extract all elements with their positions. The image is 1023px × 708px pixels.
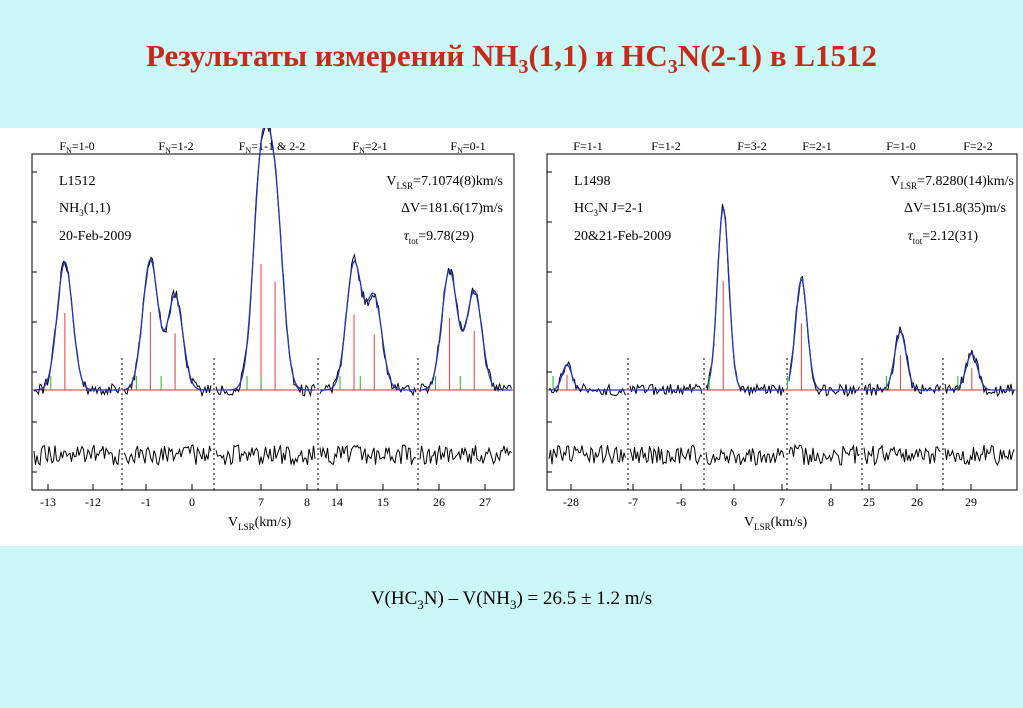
hc3n-tick-label-2-1: 7 [779, 495, 785, 509]
nh3-observed-spectrum-0 [33, 260, 120, 396]
nh3-tick-label-3-0: 14 [331, 495, 343, 509]
nh3-residual-2 [215, 444, 316, 467]
left-vlsr: VLSR=7.1074(8)km/s [386, 174, 503, 191]
hc3n-observed-spectrum-2 [705, 203, 785, 396]
nh3-residual-0 [33, 444, 120, 467]
hc3n-group-label-3: F=2-1 [802, 139, 831, 153]
nh3-spectrum-layer: FN=1-0 -13 -12 FN=1-2 -1 0 FN=1-1 & 2-2 7 8 FN=2-… [32, 128, 514, 509]
hc3n-tick-label-2-0: 6 [731, 495, 737, 509]
nh3-fit-curve-2 [216, 128, 315, 391]
left-dv: ΔV=181.6(17)m/s [401, 201, 503, 216]
hc3n-group-label-1: F=1-2 [651, 139, 680, 153]
hc3n-tick-label-0-0: -28 [563, 495, 579, 509]
right-x-axis-label: VLSR(km/s) [744, 515, 808, 532]
hc3n-fit-curve-4 [864, 330, 941, 391]
nh3-observed-spectrum-2 [215, 128, 316, 398]
nh3-tick-label-0-1: -12 [85, 495, 101, 509]
hc3n-spectrum-layer: F=1-1 -28 F=1-2 -7 -6 F=3-2 6 7 F=2-1 8 F=1-0 25 26 F… [547, 139, 1017, 509]
hc3n-group-label-0: F=1-1 [573, 139, 602, 153]
hc3n-observed-spectrum-3 [788, 275, 860, 398]
nh3-tick-label-2-1: 8 [304, 495, 310, 509]
nh3-fit-curve-3 [320, 259, 416, 391]
nh3-group-label-3: FN=2-1 [352, 139, 387, 155]
hc3n-tick-label-4-0: 25 [863, 495, 875, 509]
hc3n-observed-spectrum-5 [944, 349, 1015, 397]
nh3-residual-1 [123, 444, 212, 466]
hc3n-residual-3 [788, 443, 860, 466]
nh3-tick-label-2-0: 7 [258, 495, 264, 509]
nh3-tick-label-4-0: 26 [433, 495, 445, 509]
velocity-difference-formula: V(HC3N) – V(NH3) = 26.5 ± 1.2 m/s [370, 588, 653, 612]
right-tau: τtot=2.12(31) [908, 229, 979, 246]
nh3-group-label-4: FN=0-1 [450, 139, 485, 155]
left-tau: τtot=9.78(29) [404, 229, 475, 246]
hc3n-residual-2 [705, 448, 785, 466]
left-date: 20-Feb-2009 [59, 229, 131, 244]
hc3n-group-label-4: F=1-0 [886, 139, 915, 153]
nh3-tick-label-0-0: -13 [40, 495, 56, 509]
left-source-name: L1512 [59, 174, 96, 189]
hc3n-residual-0 [548, 444, 626, 465]
nh3-group-label-2: FN=1-1 & 2-2 [239, 139, 306, 155]
hc3n-tick-label-1-1: -6 [676, 495, 686, 509]
hc3n-fit-curve-5 [945, 352, 1014, 391]
right-source-name: L1498 [574, 174, 611, 189]
nh3-tick-label-1-0: -1 [141, 495, 151, 509]
right-line-name: HC3N J=2-1 [574, 201, 644, 218]
hc3n-fit-curve-3 [788, 277, 860, 391]
nh3-fit-curve-0 [33, 261, 120, 391]
hc3n-residual-4 [863, 444, 941, 466]
hc3n-tick-label-1-0: -7 [628, 495, 638, 509]
nh3-group-label-1: FN=1-2 [158, 139, 193, 155]
nh3-group-label-0: FN=1-0 [59, 139, 94, 155]
nh3-tick-label-3-1: 15 [377, 495, 389, 509]
nh3-tick-label-1-1: 0 [189, 495, 195, 509]
nh3-residual-3 [319, 444, 417, 465]
left-x-axis-label: VLSR(km/s) [228, 515, 292, 532]
right-dv: ΔV=151.8(35)m/s [904, 201, 1006, 216]
nh3-observed-spectrum-1 [123, 256, 212, 398]
right-date: 20&21-Feb-2009 [574, 229, 671, 244]
right-vlsr: VLSR=7.8280(14)km/s [890, 174, 1014, 191]
nh3-fit-curve-4 [420, 268, 512, 391]
hc3n-fit-curve-0 [548, 363, 626, 391]
hc3n-tick-label-5-0: 29 [965, 495, 977, 509]
hc3n-tick-label-3-0: 8 [828, 495, 834, 509]
nh3-observed-spectrum-3 [319, 253, 417, 397]
hc3n-residual-1 [629, 444, 703, 465]
spectra-svg: FN=1-0 -13 -12 FN=1-2 -1 0 FN=1-1 & 2-2 7 8 FN=2-… [31, 128, 1018, 532]
hc3n-group-label-5: F=2-2 [963, 139, 992, 153]
hc3n-group-label-2: F=3-2 [737, 139, 766, 153]
nh3-tick-label-4-1: 27 [479, 495, 491, 509]
hc3n-fit-curve-2 [705, 208, 784, 391]
hc3n-residual-5 [944, 444, 1015, 467]
nh3-fit-curve-1 [123, 258, 211, 391]
hc3n-observed-spectrum-1 [629, 383, 703, 396]
left-line-name: NH3(1,1) [59, 201, 111, 218]
slide-title: Результаты измерений NH3(1,1) и HC3N(2-1… [145, 38, 878, 79]
nh3-residual-4 [419, 445, 512, 465]
hc3n-tick-label-4-1: 26 [911, 495, 923, 509]
spectra-figure: FN=1-0 -13 -12 FN=1-2 -1 0 FN=1-1 & 2-2 7 8 FN=2-… [0, 128, 1023, 546]
